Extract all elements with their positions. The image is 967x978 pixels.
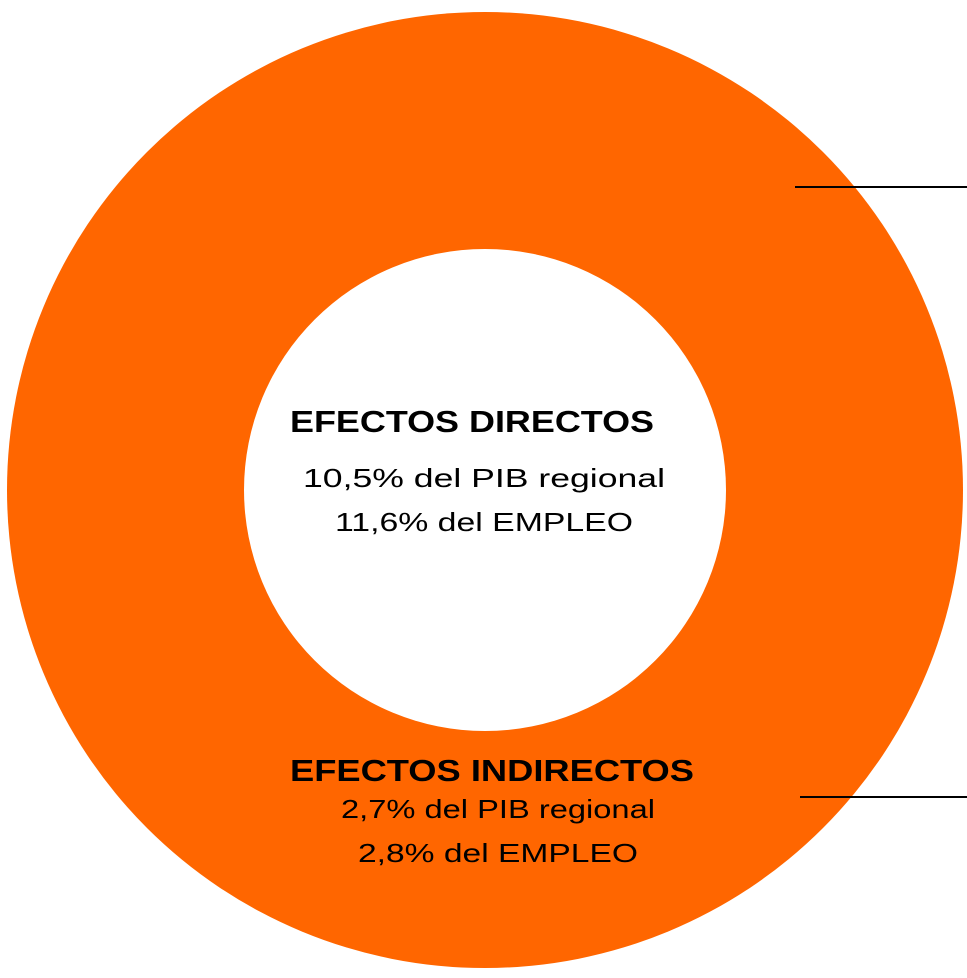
- ring-title: EFECTOS INDIRECTOS: [290, 753, 694, 788]
- ring-line: 2,8% del EMPLEO: [358, 838, 638, 868]
- inner-circle: [244, 249, 726, 731]
- center-title: EFECTOS DIRECTOS: [290, 404, 654, 439]
- ring-line: 2,7% del PIB regional: [341, 794, 655, 824]
- center-line: 11,6% del EMPLEO: [335, 507, 633, 537]
- center-line: 10,5% del PIB regional: [303, 463, 665, 493]
